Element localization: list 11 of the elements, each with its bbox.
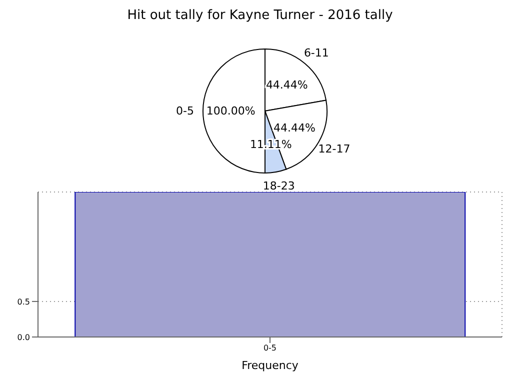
slice-label: 6-11: [304, 46, 329, 60]
slice-label: 12-17: [318, 142, 350, 156]
data-label: 100.00%: [206, 104, 256, 118]
y-tick-label: 0.5: [17, 297, 30, 306]
x-axis-title: Frequency: [242, 359, 299, 372]
slice-label: 18-23: [262, 179, 295, 192]
y-tick-label: 0.0: [17, 332, 30, 342]
data-label: 44.44%: [266, 78, 308, 92]
data-label: 44.44%: [274, 122, 316, 135]
slice-label: 0-5: [176, 104, 194, 118]
chart-title: Hit out tally for Kayne Turner - 2016 tally: [126, 8, 394, 25]
